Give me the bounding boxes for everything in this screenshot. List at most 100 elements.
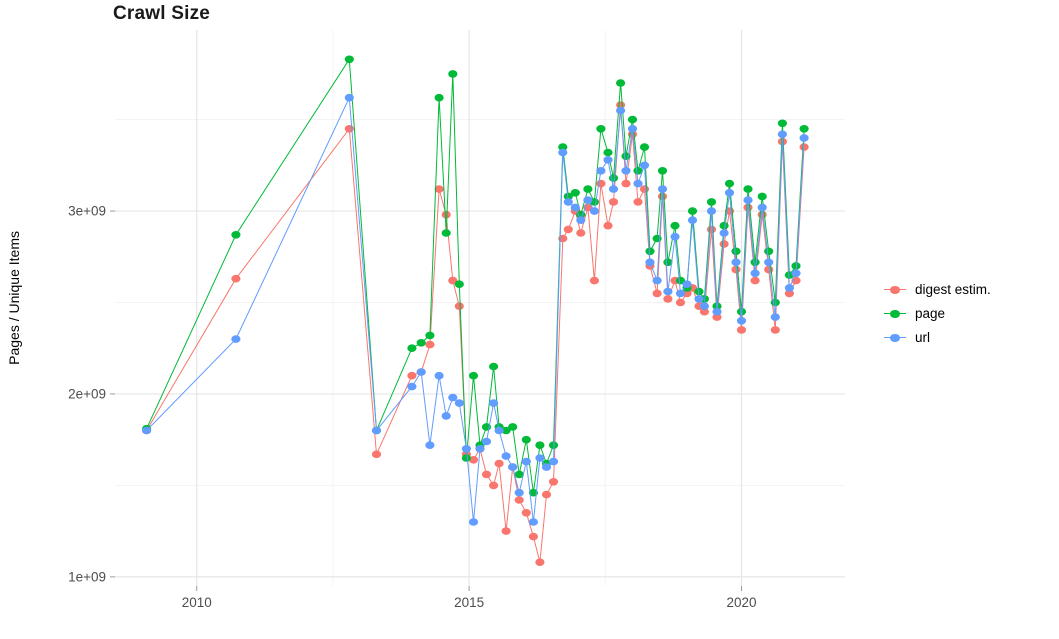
data-point — [344, 55, 354, 64]
data-point — [675, 289, 686, 298]
data-point — [454, 302, 464, 311]
data-point — [633, 198, 643, 206]
data-point — [764, 265, 774, 274]
data-point — [489, 481, 499, 490]
data-point — [627, 125, 638, 133]
data-point — [719, 240, 729, 248]
data-point — [645, 247, 655, 256]
data-point — [563, 192, 573, 201]
data-point — [521, 509, 531, 517]
data-point — [468, 371, 479, 380]
data-point — [757, 192, 767, 201]
data-point — [616, 106, 626, 115]
data-point — [142, 426, 152, 435]
legend: digest estim. page url — [884, 282, 991, 345]
x-tick-label: 2015 — [454, 595, 484, 610]
data-point — [663, 295, 673, 303]
data-point — [558, 148, 568, 157]
data-point — [563, 225, 573, 234]
data-point — [621, 152, 631, 160]
legend-label: url — [915, 330, 931, 345]
data-point — [461, 454, 471, 462]
data-point — [501, 452, 511, 460]
legend-label: page — [915, 306, 946, 321]
data-point — [750, 258, 760, 267]
data-point — [576, 229, 586, 237]
data-point — [750, 276, 760, 285]
y-axis-label: Pages / Unique Items — [6, 231, 22, 365]
data-point — [563, 198, 573, 206]
data-point — [589, 207, 600, 215]
data-point — [481, 470, 492, 479]
data-point — [481, 437, 492, 446]
legend-key-url — [884, 331, 906, 345]
data-point — [514, 496, 524, 504]
data-point — [501, 527, 511, 535]
data-point — [699, 307, 710, 316]
legend-item-page: page — [884, 306, 991, 321]
data-point — [596, 179, 606, 188]
data-point — [548, 457, 559, 466]
data-point — [231, 274, 241, 283]
data-point — [706, 207, 717, 215]
data-point — [639, 185, 650, 193]
data-point — [576, 216, 586, 224]
data-point — [448, 70, 458, 78]
data-point — [621, 167, 631, 175]
data-point — [633, 167, 643, 175]
data-point — [657, 185, 668, 193]
series-line — [146, 104, 805, 563]
data-point — [784, 289, 795, 298]
legend-key-dot — [890, 333, 900, 342]
series-line — [146, 57, 805, 493]
data-point — [621, 179, 631, 188]
data-point — [633, 179, 643, 188]
data-point — [494, 426, 504, 435]
data-point — [791, 269, 801, 278]
data-point — [764, 247, 774, 256]
data-point — [670, 232, 680, 241]
series-line — [146, 95, 805, 523]
data-point — [777, 119, 788, 128]
x-tick-label: 2010 — [182, 595, 212, 610]
data-point — [608, 185, 619, 193]
data-point — [416, 368, 426, 376]
data-point — [603, 156, 613, 164]
data-point — [407, 371, 417, 380]
data-point — [494, 459, 504, 468]
data-point — [448, 393, 458, 402]
data-point — [468, 456, 479, 464]
data-point — [663, 287, 673, 296]
data-point — [682, 289, 692, 298]
data-point — [675, 298, 686, 307]
data-point — [764, 258, 774, 267]
data-point — [501, 426, 511, 435]
data-point — [489, 399, 499, 407]
data-point — [639, 161, 650, 170]
data-point — [596, 125, 606, 133]
data-point — [514, 488, 524, 497]
data-point — [425, 441, 435, 450]
data-point — [616, 101, 626, 109]
data-point — [231, 335, 241, 343]
legend-item-digest-estim: digest estim. — [884, 282, 991, 297]
data-point — [645, 258, 655, 267]
data-point — [448, 276, 458, 285]
data-point — [407, 382, 417, 391]
data-point — [583, 185, 593, 193]
data-point — [694, 287, 704, 296]
data-point — [670, 221, 680, 230]
data-point — [441, 229, 451, 237]
data-point — [541, 490, 552, 499]
data-point — [535, 454, 545, 462]
legend-key-digest-estim — [884, 283, 906, 297]
data-point — [583, 196, 593, 204]
data-point — [441, 210, 451, 219]
data-point — [799, 143, 809, 151]
data-point — [799, 134, 809, 142]
legend-key-dot — [890, 309, 900, 318]
data-point — [675, 276, 686, 285]
data-point — [757, 203, 767, 212]
data-point — [434, 93, 444, 102]
